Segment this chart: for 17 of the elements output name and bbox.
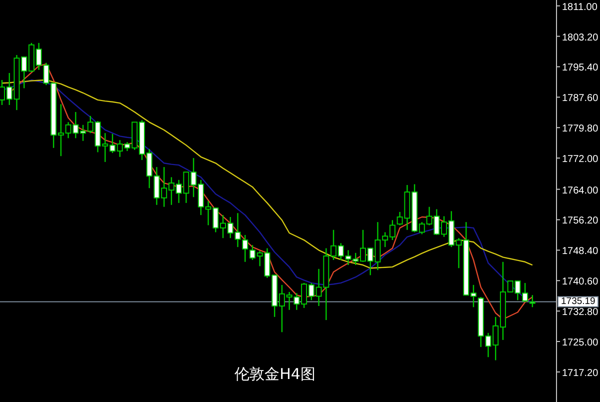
y-tick-label: 1803.20 [562,32,599,44]
y-tick-label: 1725.00 [562,338,599,349]
title: 伦敦金H4图 [234,365,316,383]
y-tick-label: 1748.40 [562,246,599,258]
y-tick-label: 1787.60 [562,93,599,104]
y-tick-label: 1756.20 [562,216,599,227]
y-tick-label: 1764.00 [562,185,599,196]
y-tick-label: 1811.00 [562,2,598,13]
ref-line-label: 1735.19 [561,296,596,308]
y-tick-label: 1779.80 [562,124,599,135]
y-tick-label: 1772.00 [562,154,599,166]
candlestick [242,234,248,262]
y-tick-label: 1795.40 [562,62,599,74]
y-tick-label: 1732.80 [562,307,599,318]
y-tick-label: 1717.20 [562,368,599,379]
candlestick [529,294,536,308]
y-tick-label: 1740.60 [562,276,599,288]
